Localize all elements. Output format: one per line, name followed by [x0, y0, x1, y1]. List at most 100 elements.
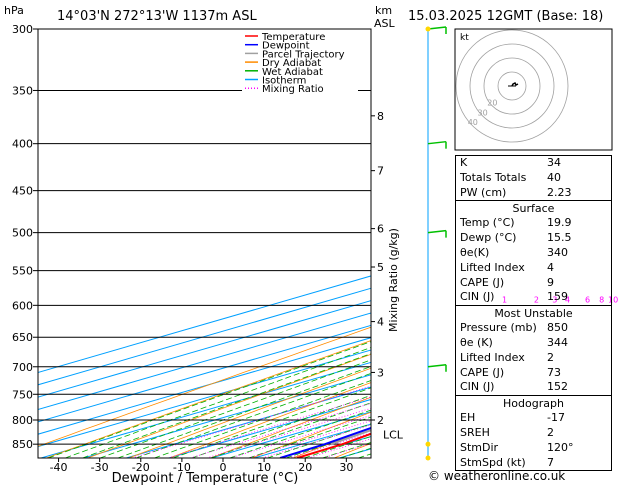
- index-row-label: Totals Totals: [460, 170, 527, 184]
- dry-adiabat-line: [169, 382, 371, 458]
- hodograph-ring-label: 40: [468, 118, 478, 127]
- wet-adiabat-line: [135, 372, 371, 458]
- km-tick-label: 7: [377, 165, 384, 178]
- wet-adiabat-line: [191, 394, 371, 458]
- surface-row-value: 159: [547, 290, 568, 304]
- temp-tick-label: -20: [132, 461, 150, 474]
- most-unstable-row-value: 850: [547, 321, 568, 335]
- most-unstable-row: CIN (J) 152: [456, 380, 611, 395]
- legend-background: [242, 30, 358, 92]
- most-unstable-row: θe (K) 344: [456, 336, 611, 351]
- wind-profile: [425, 26, 447, 461]
- hodograph-table-box: Hodograph EH -17 SREH 2 StmDir 120° StmSpd (kt)…: [455, 396, 612, 472]
- surface-row-value: 19.9: [547, 216, 572, 230]
- wet-adiabat-line: [172, 387, 371, 458]
- isotherm-line: [38, 312, 371, 411]
- most-unstable-row-value: 344: [547, 335, 568, 349]
- surface-row-value: 4: [547, 260, 554, 274]
- most-unstable-row-label: θe (K): [460, 335, 493, 349]
- pressure-tick-label: 600: [12, 299, 33, 312]
- hodograph-table-row: EH -17: [456, 411, 611, 426]
- most-unstable-row: CAPE (J) 73: [456, 366, 611, 381]
- mixing-ratio-label: 3: [552, 295, 557, 304]
- surface-row: Temp (°C) 19.9: [456, 216, 611, 231]
- surface-row-value: 9: [547, 275, 554, 289]
- location-title: 14°03'N 272°13'W 1137m ASL: [57, 9, 257, 24]
- temp-tick-label: 10: [257, 461, 271, 474]
- wet-adiabat-line: [99, 359, 371, 458]
- pressure-tick-label: 650: [12, 331, 33, 344]
- wind-barb: [427, 140, 447, 145]
- surface-row: CAPE (J) 9: [456, 276, 611, 291]
- km-tick-label: 2: [377, 414, 384, 427]
- datetime-title: 15.03.2025 12GMT (Base: 18): [408, 9, 603, 24]
- surface-row-label: θe(K): [460, 245, 490, 259]
- legend-entry-label: Mixing Ratio: [262, 84, 324, 95]
- isotherm-line: [83, 374, 371, 458]
- index-row: Totals Totals 40: [456, 171, 611, 186]
- km-tick-label: 5: [377, 261, 384, 274]
- hpa-unit-label: hPa: [4, 4, 24, 17]
- legend-entry-label: Dry Adiabat: [262, 58, 321, 69]
- index-row-value: 40: [547, 170, 561, 184]
- legend-entry-label: Parcel Trajectory: [262, 49, 345, 60]
- mixing-ratio-label: 4: [565, 295, 570, 304]
- surface-row-label: CAPE (J): [460, 275, 505, 289]
- surface-title: Surface: [512, 202, 555, 216]
- wind-barb: [427, 26, 447, 30]
- hodograph-ring: [497, 71, 527, 101]
- x-axis-label: Dewpoint / Temperature (°C): [112, 471, 299, 486]
- km-tick-label: 4: [377, 316, 384, 329]
- pressure-tick-label: 800: [12, 414, 33, 427]
- dry-adiabat-line: [87, 353, 371, 458]
- temp-tick-label: -40: [50, 461, 68, 474]
- indices-panel: K 34 Totals Totals 40 PW (cm) 2.23 Surface Tem…: [455, 155, 612, 472]
- temp-tick-label: -30: [91, 461, 109, 474]
- temp-tick-label: 30: [339, 461, 353, 474]
- hodograph-table-row-value: 120°: [547, 440, 574, 454]
- wet-adiabat-line: [82, 353, 371, 458]
- dry-adiabat-line: [622, 29, 629, 458]
- pressure-tick-label: 500: [12, 227, 33, 240]
- wet-adiabat-line: [154, 380, 371, 458]
- most-unstable-row-label: Pressure (mb): [460, 321, 537, 335]
- isotherm-line: [40, 361, 371, 458]
- wind-calm-marker: [425, 455, 431, 461]
- lcl-label: LCL: [383, 429, 404, 442]
- surface-row-value: 15.5: [547, 231, 572, 245]
- index-row: PW (cm) 2.23: [456, 186, 611, 201]
- km-tick-label: 6: [377, 223, 384, 236]
- hodograph-ring: [455, 29, 569, 143]
- mixing-ratio-label: 2: [534, 295, 539, 304]
- km-tick-label: 3: [377, 366, 384, 379]
- wind-barb: [427, 229, 447, 234]
- most-unstable-row-value: 152: [547, 380, 568, 394]
- isotherm-line: [38, 337, 371, 435]
- mixing-ratio-label: 6: [585, 295, 590, 304]
- dry-adiabat-line: [210, 396, 371, 458]
- index-row-value: 2.23: [547, 185, 572, 199]
- temp-tick-label: 20: [298, 461, 312, 474]
- index-row-label: PW (cm): [460, 185, 507, 199]
- temp-tick-label: 0: [220, 461, 227, 474]
- legend-entry-label: Dewpoint: [262, 41, 310, 52]
- wind-calm-marker: [425, 26, 431, 32]
- hodograph-ring-label: 20: [487, 99, 497, 108]
- wet-adiabat-line: [65, 347, 371, 458]
- hodograph-ring-label: 30: [478, 108, 488, 117]
- most-unstable-row-label: CIN (J): [460, 380, 495, 394]
- mixing-ratio-line: [167, 396, 371, 458]
- pressure-tick-label: 300: [12, 23, 33, 36]
- hodograph-table-row-value: 7: [547, 455, 554, 469]
- hodograph-frame: [454, 28, 613, 151]
- most-unstable-row-label: Lifted Index: [460, 350, 525, 364]
- index-row-label: K: [460, 156, 468, 169]
- surface-row-label: Temp (°C): [460, 216, 515, 230]
- hodograph-table-row: SREH 2: [456, 426, 611, 441]
- most-unstable-title: Most Unstable: [494, 307, 573, 321]
- hodograph-table-row-value: 2: [547, 425, 554, 439]
- surface-row: CIN (J) 159: [456, 290, 611, 305]
- wet-adiabat-line: [229, 409, 371, 458]
